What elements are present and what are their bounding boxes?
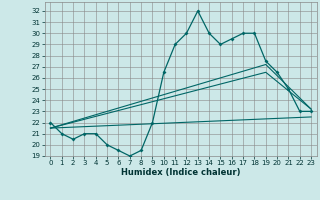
X-axis label: Humidex (Indice chaleur): Humidex (Indice chaleur) [121, 168, 241, 177]
